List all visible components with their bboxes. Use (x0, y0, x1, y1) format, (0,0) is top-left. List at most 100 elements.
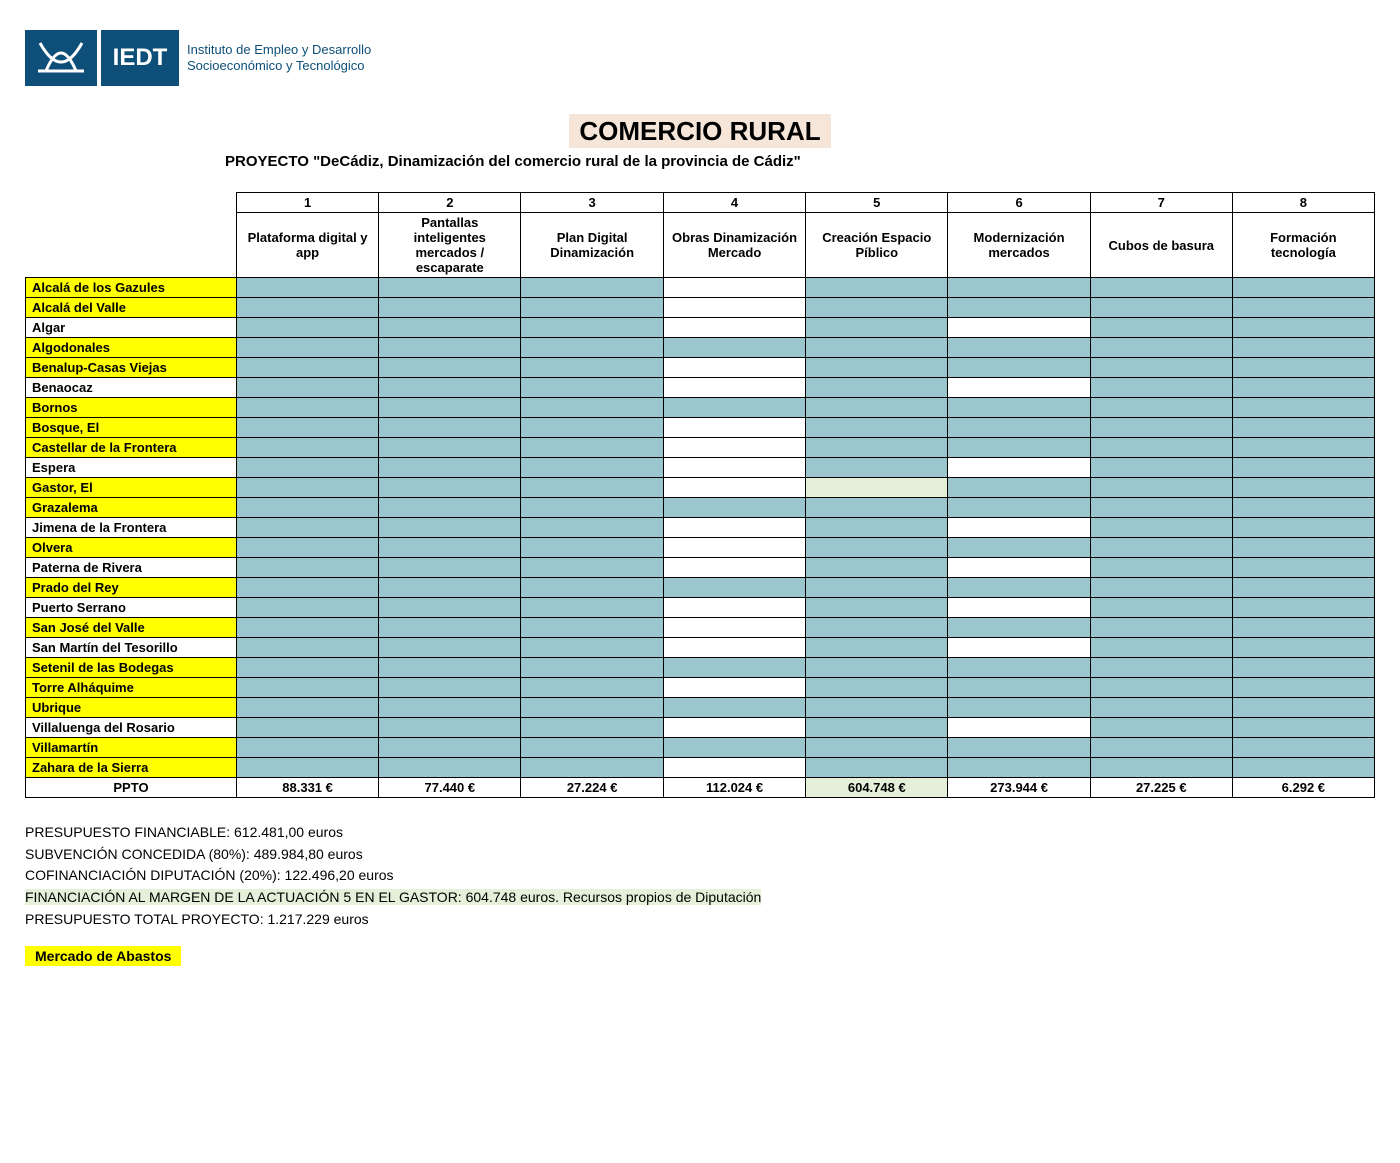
matrix-cell (806, 678, 948, 698)
ppto-value: 604.748 € (806, 778, 948, 798)
matrix-cell (236, 538, 378, 558)
row-label: Villaluenga del Rosario (26, 718, 237, 738)
matrix-cell (1090, 478, 1232, 498)
table-row: San Martín del Tesorillo (26, 638, 1375, 658)
row-label: Castellar de la Frontera (26, 438, 237, 458)
matrix-cell (379, 338, 521, 358)
row-label: Bosque, El (26, 418, 237, 438)
matrix-cell (1232, 378, 1374, 398)
legend: Mercado de Abastos (25, 948, 1375, 966)
table-row: Alcalá del Valle (26, 298, 1375, 318)
matrix-cell (521, 338, 663, 358)
matrix-cell (1090, 658, 1232, 678)
matrix-cell (663, 618, 805, 638)
matrix-cell (948, 598, 1091, 618)
row-label: Benaocaz (26, 378, 237, 398)
matrix-cell (806, 598, 948, 618)
ppto-value: 273.944 € (948, 778, 1091, 798)
allocation-table: 12345678 Plataforma digital y appPantall… (25, 192, 1375, 798)
table-row: Puerto Serrano (26, 598, 1375, 618)
matrix-cell (948, 498, 1091, 518)
matrix-cell (806, 498, 948, 518)
matrix-cell (806, 618, 948, 638)
matrix-cell (236, 678, 378, 698)
matrix-cell (521, 658, 663, 678)
matrix-cell (806, 318, 948, 338)
matrix-cell (379, 458, 521, 478)
matrix-cell (236, 578, 378, 598)
row-label: Olvera (26, 538, 237, 558)
table-row: Torre Alháquime (26, 678, 1375, 698)
matrix-cell (948, 578, 1091, 598)
row-label: Benalup-Casas Viejas (26, 358, 237, 378)
ppto-value: 112.024 € (663, 778, 805, 798)
ppto-label: PPTO (26, 778, 237, 798)
matrix-cell (948, 698, 1091, 718)
matrix-cell (663, 298, 805, 318)
table-row: Algodonales (26, 338, 1375, 358)
matrix-cell (948, 398, 1091, 418)
matrix-cell (1090, 558, 1232, 578)
ppto-value: 27.225 € (1090, 778, 1232, 798)
matrix-cell (379, 678, 521, 698)
matrix-cell (379, 358, 521, 378)
column-header: Modernización mercados (948, 213, 1091, 278)
matrix-cell (1232, 538, 1374, 558)
matrix-cell (1232, 338, 1374, 358)
matrix-cell (806, 478, 948, 498)
matrix-cell (1232, 318, 1374, 338)
matrix-cell (1232, 618, 1374, 638)
matrix-cell (1232, 718, 1374, 738)
matrix-cell (948, 278, 1091, 298)
table-row: Benaocaz (26, 378, 1375, 398)
matrix-cell (379, 718, 521, 738)
column-number: 5 (806, 193, 948, 213)
table-row: Espera (26, 458, 1375, 478)
note-line: PRESUPUESTO TOTAL PROYECTO: 1.217.229 eu… (25, 909, 1375, 931)
ppto-value: 27.224 € (521, 778, 663, 798)
matrix-cell (236, 698, 378, 718)
matrix-cell (1232, 478, 1374, 498)
matrix-cell (379, 538, 521, 558)
matrix-cell (1232, 358, 1374, 378)
matrix-cell (521, 438, 663, 458)
matrix-cell (948, 538, 1091, 558)
matrix-cell (663, 458, 805, 478)
matrix-cell (521, 498, 663, 518)
matrix-cell (663, 498, 805, 518)
matrix-cell (663, 758, 805, 778)
matrix-cell (806, 698, 948, 718)
row-label: Grazalema (26, 498, 237, 518)
matrix-cell (379, 638, 521, 658)
matrix-cell (236, 618, 378, 638)
matrix-cell (236, 358, 378, 378)
matrix-cell (1090, 538, 1232, 558)
row-label: Zahara de la Sierra (26, 758, 237, 778)
matrix-cell (1090, 738, 1232, 758)
matrix-cell (236, 518, 378, 538)
matrix-cell (663, 518, 805, 538)
note-line: FINANCIACIÓN AL MARGEN DE LA ACTUACIÓN 5… (25, 887, 1375, 909)
matrix-cell (948, 758, 1091, 778)
matrix-cell (379, 558, 521, 578)
matrix-cell (948, 638, 1091, 658)
matrix-cell (806, 718, 948, 738)
table-row: Prado del Rey (26, 578, 1375, 598)
matrix-cell (663, 478, 805, 498)
matrix-cell (663, 558, 805, 578)
ppto-value: 77.440 € (379, 778, 521, 798)
matrix-cell (521, 578, 663, 598)
matrix-cell (379, 438, 521, 458)
matrix-cell (1232, 278, 1374, 298)
row-label: Puerto Serrano (26, 598, 237, 618)
matrix-cell (521, 358, 663, 378)
table-row: San José del Valle (26, 618, 1375, 638)
row-label: Torre Alháquime (26, 678, 237, 698)
matrix-cell (379, 378, 521, 398)
matrix-cell (379, 418, 521, 438)
matrix-cell (948, 678, 1091, 698)
matrix-cell (1232, 298, 1374, 318)
matrix-cell (948, 378, 1091, 398)
table-row: Paterna de Rivera (26, 558, 1375, 578)
matrix-cell (663, 678, 805, 698)
